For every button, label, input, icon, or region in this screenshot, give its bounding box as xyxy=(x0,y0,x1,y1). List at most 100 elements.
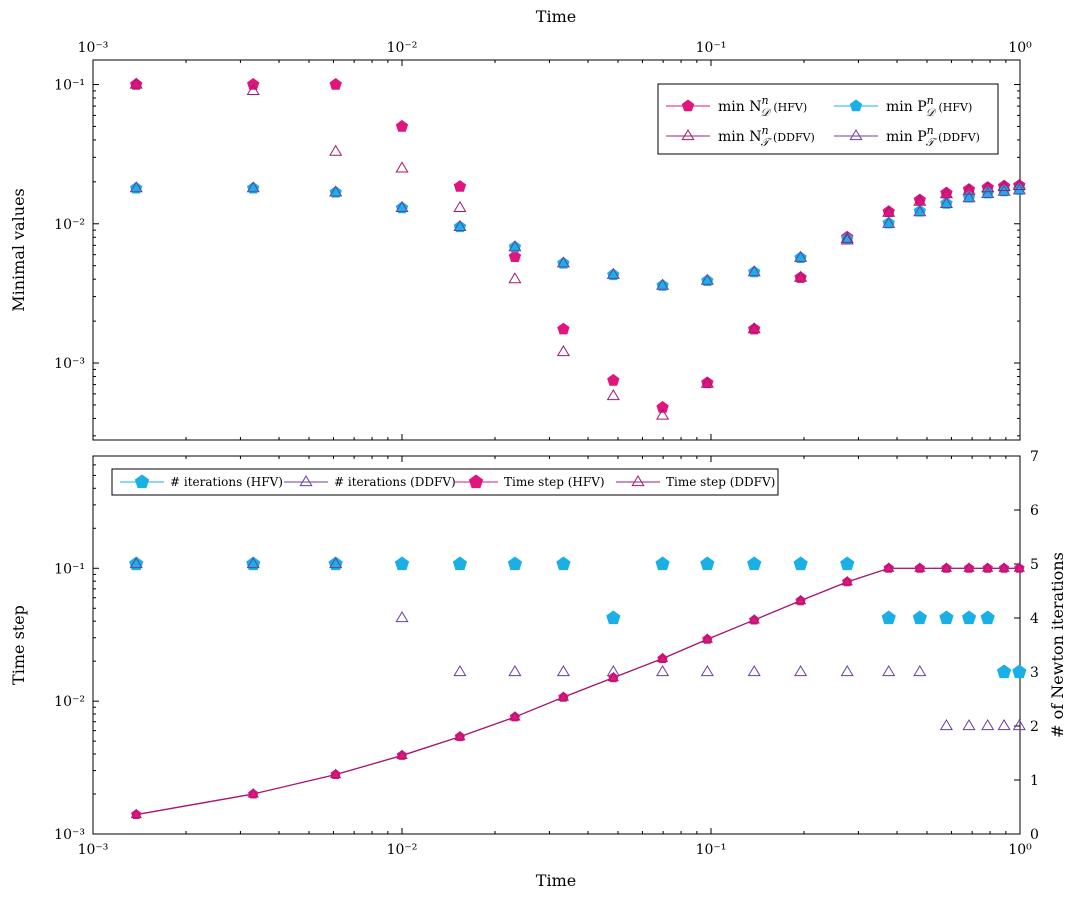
data-point xyxy=(557,322,570,335)
data-point xyxy=(329,185,342,198)
legend-label: # iterations (HFV) xyxy=(170,475,283,489)
y2-tick-label: 5 xyxy=(1030,557,1039,573)
y2-tick-label: 1 xyxy=(1030,773,1039,789)
data-point xyxy=(329,557,343,569)
y2-tick-label: 4 xyxy=(1030,611,1039,627)
data-point xyxy=(700,556,715,571)
data-point xyxy=(606,267,620,279)
data-point xyxy=(246,181,260,193)
y2-tick-label: 2 xyxy=(1030,719,1039,735)
data-point xyxy=(394,556,410,571)
bottom-legend: # iterations (HFV) # iterations (DDFV) Tim… xyxy=(111,468,779,496)
x-tick-label: 10⁻² xyxy=(387,40,418,56)
series-line xyxy=(136,567,1020,816)
data-point xyxy=(794,250,808,262)
data-point xyxy=(396,750,408,760)
legend-marker xyxy=(631,475,645,487)
data-point xyxy=(453,180,467,192)
data-point xyxy=(749,614,760,625)
data-point xyxy=(962,183,976,195)
data-point xyxy=(454,730,466,741)
data-point xyxy=(962,191,976,203)
data-point xyxy=(248,788,259,799)
data-point xyxy=(882,665,896,677)
data-point xyxy=(794,270,808,282)
data-point xyxy=(961,610,977,625)
data-point xyxy=(914,562,926,572)
data-point xyxy=(700,665,714,677)
data-point xyxy=(982,562,994,572)
data-point xyxy=(606,610,621,625)
legend-label: min Nn 𝒯 (DDFV) xyxy=(718,124,815,149)
data-point xyxy=(453,200,467,212)
data-point xyxy=(246,556,261,571)
data-point xyxy=(129,557,143,569)
legend-marker xyxy=(849,129,863,141)
bottom-y2-axis-label: # of Newton iterations xyxy=(1048,552,1067,738)
data-point xyxy=(508,272,522,284)
data-point xyxy=(329,185,343,197)
data-point xyxy=(129,77,143,89)
data-point xyxy=(607,671,619,682)
data-point xyxy=(912,610,927,625)
data-point xyxy=(556,556,571,571)
data-point xyxy=(246,83,260,95)
data-point xyxy=(395,201,409,214)
y-tick-label: 10⁻¹ xyxy=(54,561,85,577)
data-point xyxy=(557,691,570,701)
data-point xyxy=(453,220,467,233)
data-point xyxy=(556,256,570,268)
data-point xyxy=(840,556,855,571)
data-point xyxy=(941,562,952,573)
data-point xyxy=(507,556,523,571)
data-point xyxy=(607,373,620,386)
data-point xyxy=(656,400,669,413)
y2-tick-label: 3 xyxy=(1030,665,1039,681)
y-tick-label: 10⁻³ xyxy=(54,356,85,372)
data-point xyxy=(656,279,669,291)
minimal-values-panel: 10⁻³ 10⁻² 10⁻¹ 10⁰ 10⁻³ 10⁻² 10⁻¹ Time Minimal… xyxy=(9,7,1032,441)
data-point xyxy=(748,265,761,278)
data-point xyxy=(395,200,409,212)
legend-label: # iterations (DDFV) xyxy=(334,475,456,489)
y-tick-label: 10⁻³ xyxy=(54,827,85,843)
data-point xyxy=(1012,664,1027,679)
data-point xyxy=(701,274,714,287)
data-point xyxy=(508,240,522,253)
data-point xyxy=(883,562,895,572)
data-point xyxy=(607,268,620,281)
data-point xyxy=(981,181,995,193)
legend-marker xyxy=(849,99,863,112)
data-point xyxy=(882,205,896,217)
top-x-axis-label: Time xyxy=(536,7,576,26)
data-point xyxy=(940,196,953,209)
data-point xyxy=(840,233,854,245)
top-panel-data xyxy=(129,77,1026,420)
bottom-panel-data xyxy=(129,556,1027,819)
data-point xyxy=(913,665,927,677)
legend-marker xyxy=(681,99,695,112)
data-point xyxy=(395,161,409,173)
data-point xyxy=(656,408,670,420)
data-point xyxy=(509,711,521,722)
data-point xyxy=(452,556,468,571)
bottom-x-axis-label: Time xyxy=(536,871,576,890)
plot-frame-bottom xyxy=(92,455,1021,835)
data-point xyxy=(998,562,1010,573)
data-point xyxy=(794,271,807,283)
x-tick-label: 10⁰ xyxy=(1008,40,1032,56)
data-point xyxy=(748,322,761,335)
data-point xyxy=(1012,183,1026,195)
data-point xyxy=(556,665,570,677)
data-point xyxy=(330,768,342,779)
data-point xyxy=(453,219,467,231)
top-legend: min Nn 𝒟 (HFV) min Pn 𝒟 (HFV)min Nn 𝒯 (DDFV) min… xyxy=(657,83,999,155)
data-point xyxy=(508,240,522,252)
data-point xyxy=(558,691,569,702)
time-step-panel: 10⁻³ 10⁻² 10⁻¹ 10⁰ 10⁻³ 10⁻² 10⁻¹ 0 1 2 3 4 5 6 7 Time… xyxy=(9,449,1067,890)
data-point xyxy=(1013,562,1025,572)
data-point xyxy=(329,144,343,156)
y-tick-label: 10⁻² xyxy=(54,694,85,710)
data-point xyxy=(980,610,995,625)
